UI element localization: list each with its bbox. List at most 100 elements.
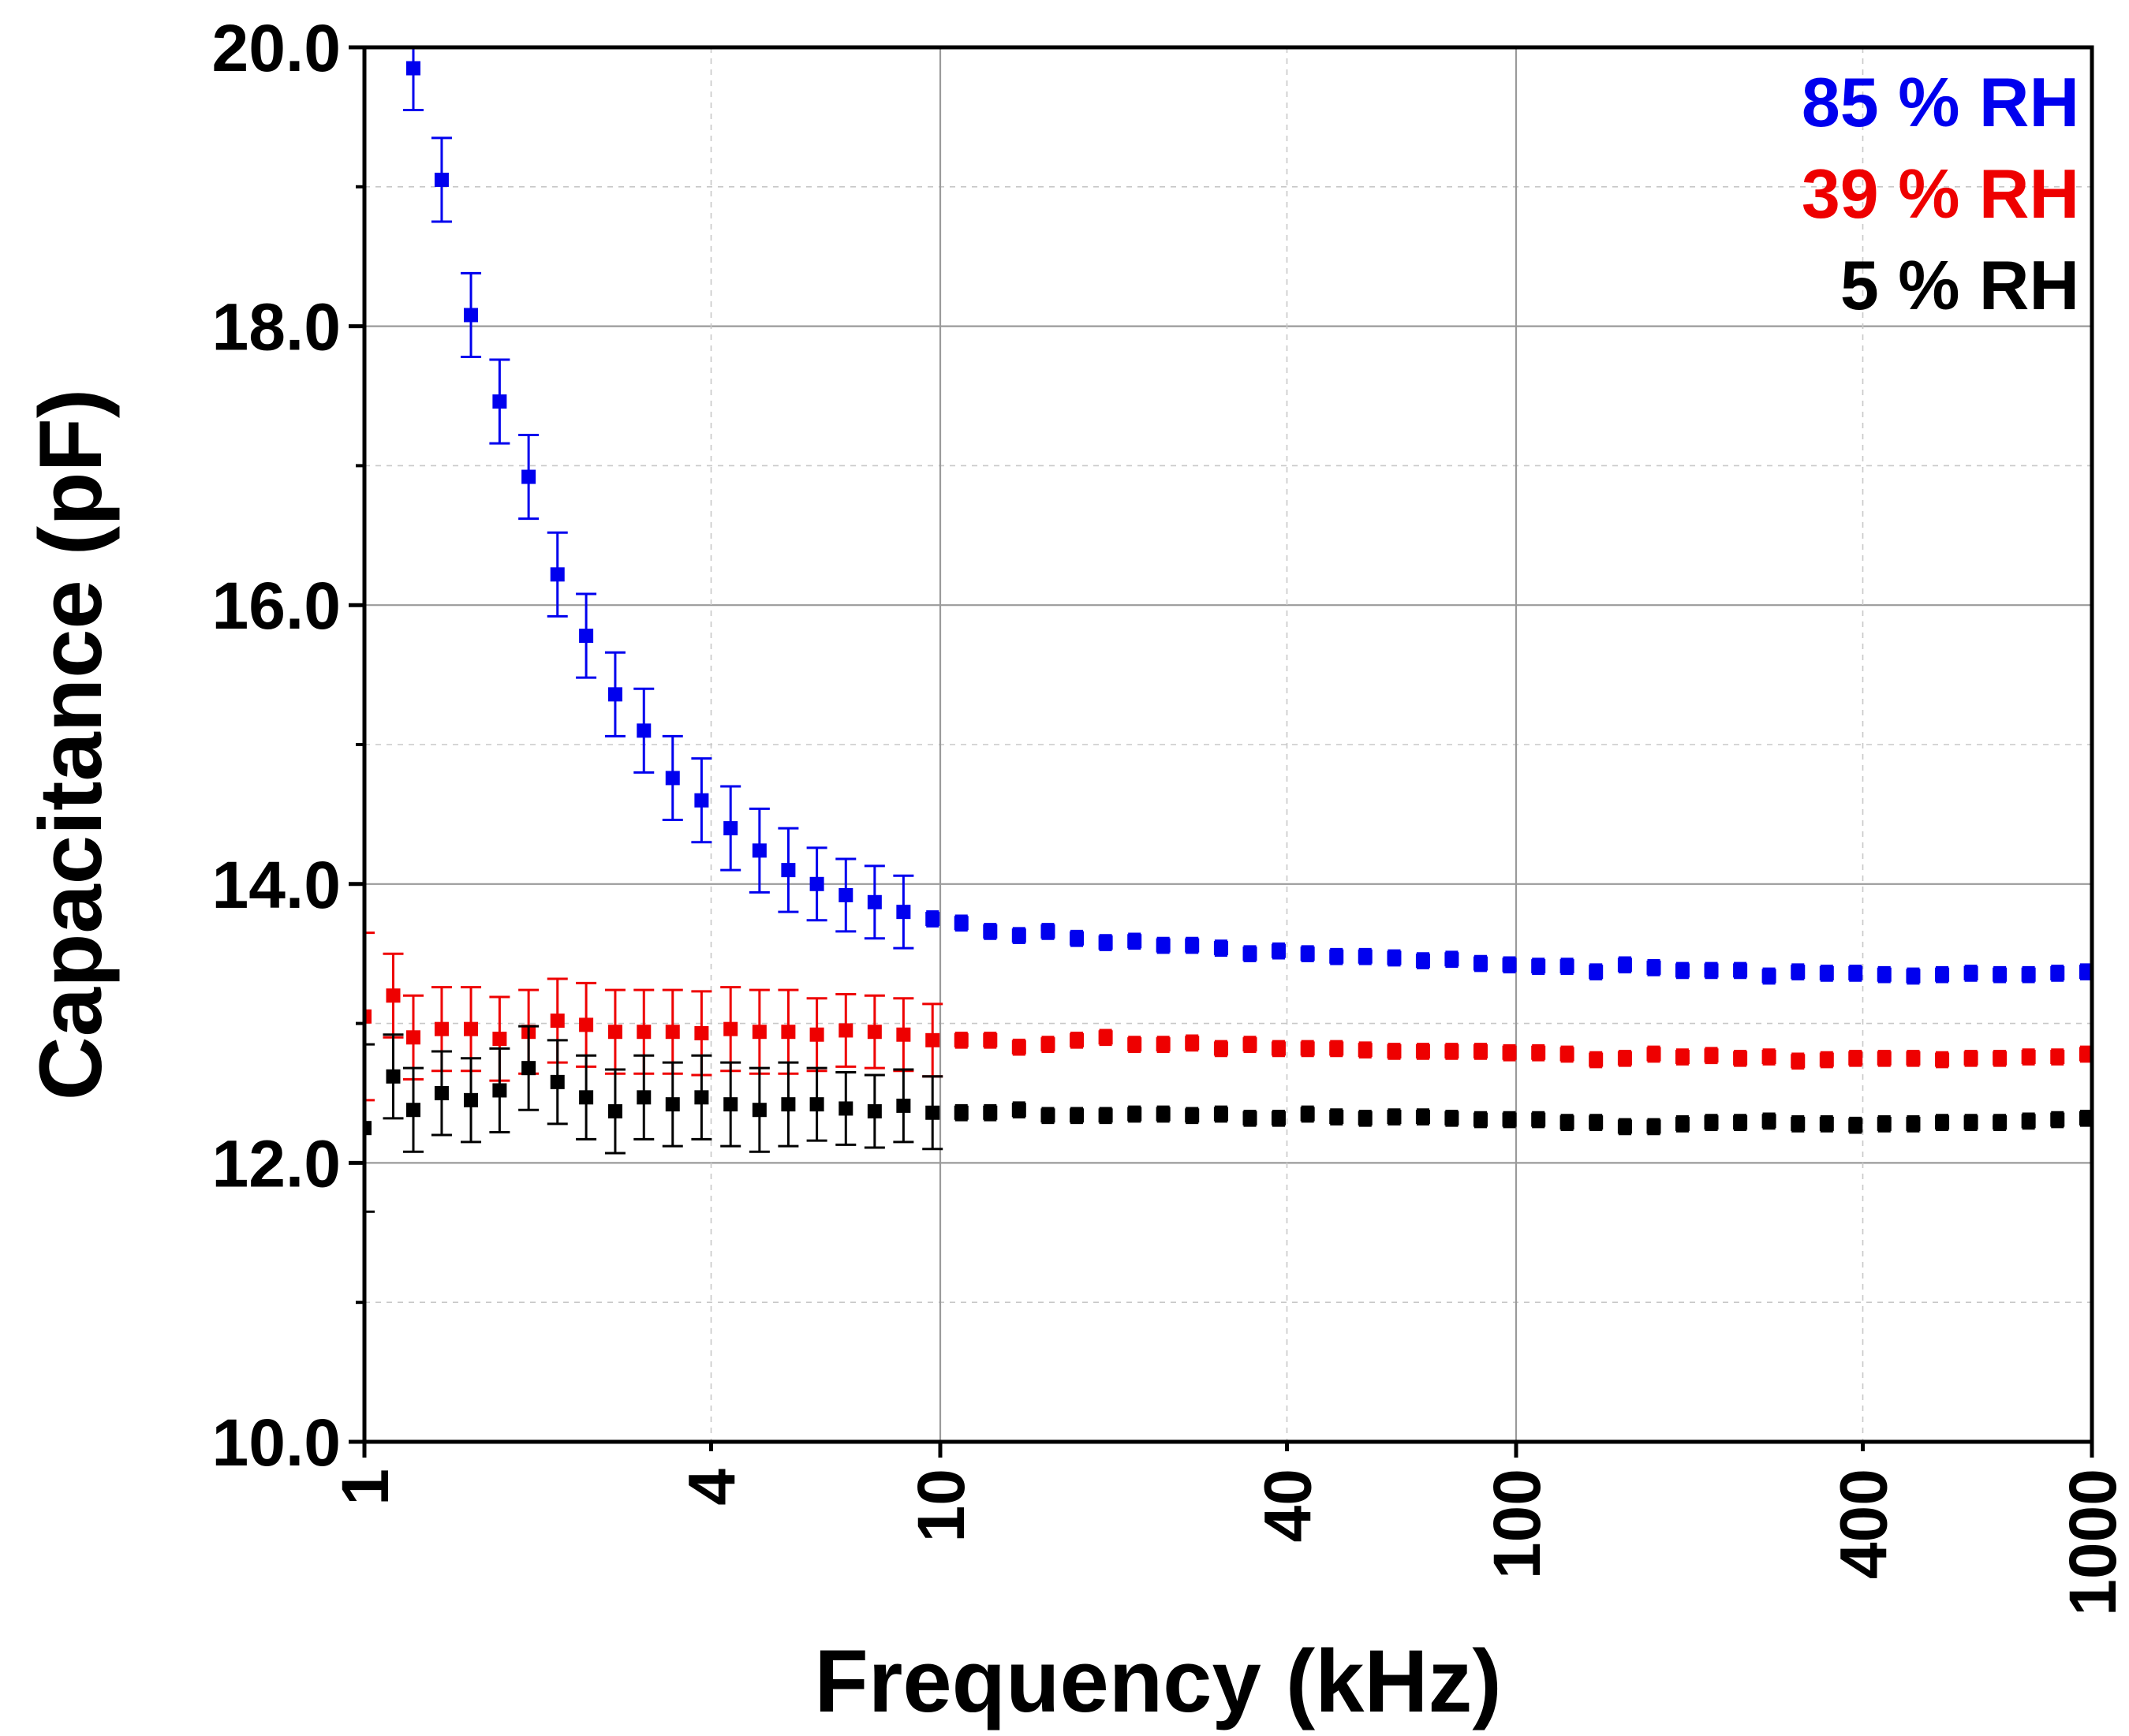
- y-tick-label: 20.0: [212, 11, 342, 85]
- data-point: [464, 1092, 479, 1107]
- data-point: [1040, 1108, 1055, 1123]
- data-point: [694, 793, 709, 808]
- data-point: [809, 876, 824, 891]
- data-point: [1502, 1045, 1517, 1060]
- data-point: [665, 771, 680, 786]
- data-point: [1733, 1115, 1748, 1130]
- x-tick-label: 1: [328, 1469, 402, 1506]
- data-point: [1070, 931, 1085, 946]
- data-point: [1156, 1037, 1171, 1052]
- data-point: [1011, 928, 1026, 943]
- data-point: [521, 469, 536, 484]
- legend-85-rh: 85 % RH: [1802, 63, 2079, 141]
- data-point: [1704, 1115, 1719, 1130]
- data-point: [1531, 1045, 1546, 1060]
- data-point: [550, 1014, 565, 1029]
- data-point: [1213, 941, 1228, 956]
- data-point: [1675, 1116, 1690, 1131]
- data-point: [752, 1103, 767, 1118]
- data-point: [983, 1105, 998, 1120]
- data-point: [364, 1009, 372, 1024]
- x-tick-label: 4: [675, 1469, 749, 1506]
- data-point: [406, 1030, 421, 1045]
- data-point: [1531, 959, 1546, 974]
- data-point: [1502, 958, 1517, 973]
- data-point: [1358, 949, 1373, 964]
- data-point: [1704, 1048, 1719, 1063]
- data-point: [1070, 1032, 1085, 1047]
- data-point: [1675, 963, 1690, 978]
- data-point: [723, 821, 738, 836]
- data-point: [1646, 1119, 1661, 1134]
- data-point: [550, 567, 565, 582]
- data-point: [406, 1103, 421, 1118]
- data-point: [1358, 1111, 1373, 1126]
- data-point: [386, 1069, 401, 1084]
- data-point: [1791, 1054, 1806, 1069]
- data-point: [1617, 1051, 1632, 1066]
- data-point: [2021, 1050, 2036, 1065]
- data-point: [954, 916, 969, 931]
- data-point: [1877, 1051, 1892, 1066]
- data-point: [550, 1074, 565, 1089]
- data-point: [1617, 958, 1632, 973]
- data-point: [867, 1103, 882, 1118]
- series-0: [403, 47, 2092, 985]
- data-point: [954, 1032, 969, 1047]
- data-point: [434, 1021, 449, 1036]
- data-point: [1733, 1051, 1748, 1066]
- data-point: [1963, 965, 1978, 980]
- legend-39-rh: 39 % RH: [1802, 155, 2079, 233]
- data-point: [781, 863, 796, 878]
- data-point: [1415, 1043, 1430, 1058]
- data-point: [1819, 1052, 1834, 1067]
- data-point: [896, 1098, 911, 1113]
- data-point: [694, 1025, 709, 1040]
- data-point: [464, 308, 479, 323]
- data-point: [2021, 1114, 2036, 1129]
- data-point: [579, 629, 594, 644]
- y-tick-label: 10.0: [212, 1406, 342, 1480]
- data-point: [665, 1097, 680, 1112]
- x-tick-label: 40: [1251, 1469, 1325, 1542]
- data-point: [2050, 1050, 2065, 1065]
- data-point: [781, 1025, 796, 1040]
- data-point: [1473, 956, 1488, 971]
- data-point: [925, 1105, 940, 1120]
- data-point: [925, 1032, 940, 1047]
- data-point: [579, 1017, 594, 1032]
- data-point: [1444, 1043, 1459, 1058]
- data-point: [1213, 1041, 1228, 1056]
- data-point: [521, 1061, 536, 1076]
- data-point: [752, 1025, 767, 1040]
- data-point: [1819, 1116, 1834, 1131]
- data-point: [1559, 959, 1574, 974]
- data-point: [1993, 967, 2008, 982]
- data-point: [1559, 1115, 1574, 1130]
- data-point: [1589, 965, 1604, 980]
- data-point: [492, 394, 507, 409]
- data-point: [406, 61, 421, 76]
- data-point: [1242, 1037, 1257, 1052]
- data-point: [1993, 1051, 2008, 1066]
- y-tick-label: 18.0: [212, 290, 342, 364]
- x-tick-label: 10: [904, 1469, 978, 1542]
- data-point: [1185, 1108, 1200, 1123]
- data-point: [694, 1090, 709, 1105]
- data-point: [1963, 1051, 1978, 1066]
- x-axis-label: Frequency (kHz): [814, 1632, 1501, 1730]
- data-point: [839, 1023, 853, 1038]
- data-point: [364, 1121, 372, 1136]
- data-point: [1300, 946, 1315, 961]
- data-point: [1070, 1108, 1085, 1123]
- data-point: [1761, 1050, 1776, 1065]
- data-point: [1531, 1112, 1546, 1127]
- data-point: [1415, 954, 1430, 969]
- data-point: [809, 1027, 824, 1042]
- data-point: [1848, 1118, 1863, 1133]
- data-point: [1993, 1115, 2008, 1130]
- data-point: [1242, 1111, 1257, 1126]
- data-point: [1156, 1107, 1171, 1122]
- data-point: [752, 843, 767, 858]
